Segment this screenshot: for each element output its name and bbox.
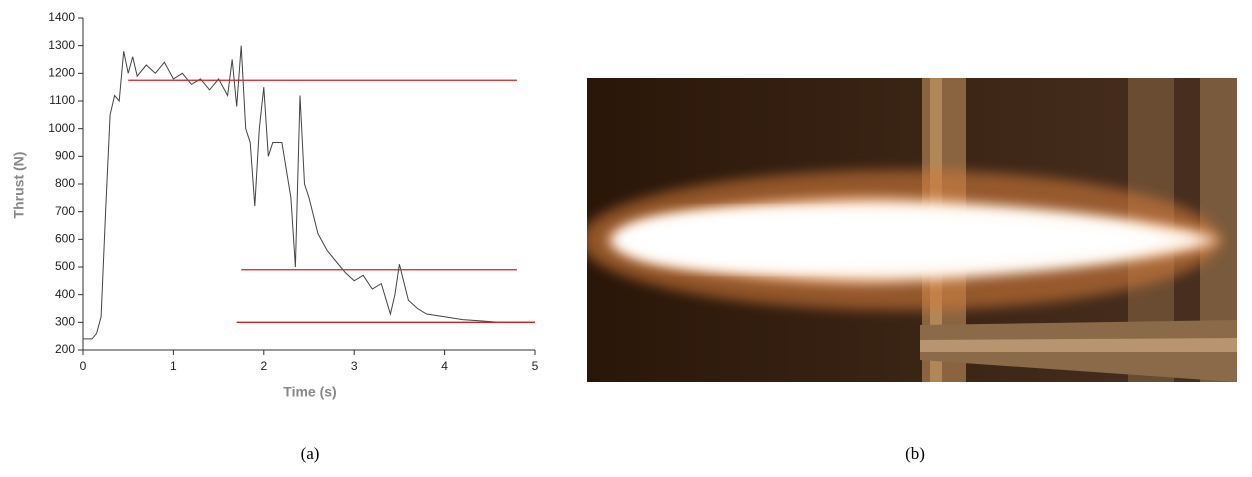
y-tick-label: 200 <box>55 342 75 356</box>
y-tick-label: 500 <box>55 259 75 273</box>
y-tick-label: 1300 <box>48 38 75 52</box>
caption: (a) <box>301 444 320 463</box>
photo <box>587 78 1237 382</box>
x-tick-label: 4 <box>441 359 448 373</box>
y-tick-label: 800 <box>55 176 75 190</box>
x-tick-label: 3 <box>351 359 358 373</box>
y-tick-label: 300 <box>55 315 75 329</box>
y-tick-label: 400 <box>55 287 75 301</box>
y-tick-label: 1400 <box>48 10 75 24</box>
x-tick-label: 2 <box>260 359 267 373</box>
y-tick-label: 900 <box>55 149 75 163</box>
caption: (b) <box>905 444 925 463</box>
y-tick-label: 700 <box>55 204 75 218</box>
x-axis-title: Time (s) <box>283 384 336 400</box>
thrust-line <box>83 45 535 340</box>
y-axis-title: Thrust (N) <box>11 152 27 219</box>
y-tick-label: 1200 <box>48 66 75 80</box>
y-tick-label: 1000 <box>48 121 75 135</box>
x-tick-label: 5 <box>532 359 539 373</box>
y-tick-label: 600 <box>55 232 75 246</box>
y-tick-label: 1100 <box>49 93 75 107</box>
x-tick-label: 1 <box>170 359 177 373</box>
x-tick-label: 0 <box>80 359 87 373</box>
